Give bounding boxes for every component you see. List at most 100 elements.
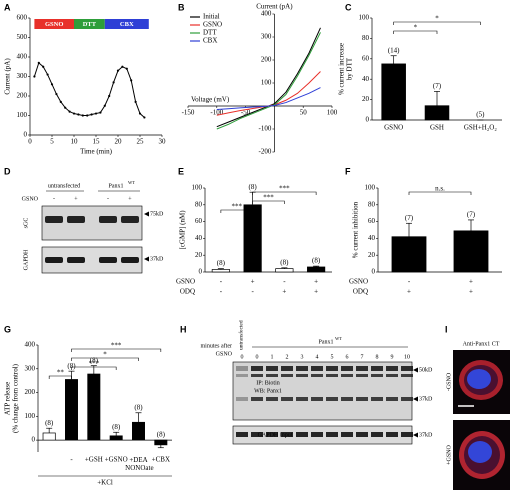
y-axis-label: Current (pA) (256, 3, 293, 11)
n-label: (8) (67, 362, 76, 370)
significance-label: * (103, 351, 107, 359)
band (281, 374, 293, 377)
series-line (216, 32, 321, 130)
significance-bracket (48, 375, 72, 379)
data-point (72, 112, 76, 115)
band (266, 366, 278, 371)
n-label: (8) (157, 431, 166, 439)
band (266, 397, 278, 401)
significance-bracket (252, 191, 317, 195)
row-label: GSNO (216, 351, 233, 357)
data-point (33, 75, 36, 78)
band (341, 432, 353, 437)
band (296, 397, 308, 401)
data-point (64, 106, 67, 109)
condition-name: ODQ (180, 288, 195, 296)
y-tick-label: 0 (32, 436, 36, 444)
panel-letter: C (345, 2, 352, 12)
bar (307, 266, 326, 273)
significance-bracket (71, 357, 139, 361)
x-tick-label: 20 (115, 138, 123, 146)
bar (42, 432, 56, 441)
n-label: (8) (45, 419, 54, 427)
marker-arrow (144, 211, 149, 217)
band (311, 432, 323, 437)
data-point (55, 92, 58, 96)
band (341, 397, 353, 401)
x-tick-label: 10 (71, 138, 79, 146)
y-axis-label: % current increase (338, 43, 346, 95)
data-point (81, 114, 84, 117)
bar (65, 379, 78, 441)
y-tick-label: 400 (261, 10, 272, 18)
significance-bracket (71, 366, 117, 370)
y-axis-label: Current (pA) (4, 58, 12, 95)
band (371, 432, 383, 437)
y-tick-label: 400 (17, 53, 28, 61)
band (326, 397, 338, 401)
group-label: Panx1 (109, 183, 124, 189)
lane-label: 6 (346, 354, 349, 360)
legend-label: Initial (203, 13, 220, 21)
data-point (143, 116, 146, 119)
y-tick-label: -200 (259, 148, 272, 156)
lane-label: 3 (301, 354, 304, 360)
x-tick-label: 25 (137, 138, 145, 146)
band (251, 432, 263, 437)
error-bar (135, 412, 142, 423)
lane-label: 10 (404, 354, 410, 360)
group-label: untransfected (48, 182, 80, 189)
x-tick-label: +GSH (85, 456, 103, 464)
series-line (33, 61, 145, 118)
error-bar (390, 55, 397, 64)
significance-bracket (220, 209, 253, 213)
bar (154, 439, 168, 446)
lane-label: 2 (286, 354, 289, 360)
nucleus (467, 369, 491, 389)
lane-label: - (53, 196, 55, 202)
panel-letter: E (178, 166, 184, 176)
y-tick-label: 100 (365, 184, 376, 192)
row-label: GAPDH (23, 249, 29, 270)
y-tick-label: 400 (25, 341, 36, 349)
n-label: (8) (249, 183, 258, 191)
condition-value: - (408, 278, 411, 286)
nucleus (468, 441, 492, 463)
y-tick-label: 200 (25, 388, 36, 396)
band (356, 397, 368, 401)
error-bar (113, 431, 120, 436)
y-tick-label: 0 (24, 131, 28, 139)
condition-value: - (283, 278, 286, 286)
band (296, 432, 308, 437)
y-tick-label: 300 (17, 72, 28, 80)
marker-arrow (413, 432, 418, 438)
n-label: (7) (467, 211, 476, 219)
x-tick-label: GSH (430, 124, 444, 132)
panel-h: H minutes after GSNO untransfected Panx1… (180, 320, 433, 445)
control-label: untransfected (237, 320, 244, 350)
n-label: (8) (280, 258, 289, 266)
error-bar (46, 427, 53, 433)
condition-value: + (469, 288, 473, 296)
blot-label: IP: Biotin (256, 380, 280, 386)
period-bar (74, 19, 105, 29)
panel-letter: D (4, 166, 11, 176)
condition-name: GSNO (176, 278, 195, 286)
panel-letter: B (178, 2, 185, 12)
bar (211, 269, 230, 273)
y-tick-label: 500 (17, 33, 28, 41)
blot (232, 361, 413, 421)
n-label: (7) (405, 214, 414, 222)
band (236, 397, 248, 401)
significance-bracket (408, 191, 472, 195)
lane-label: 9 (391, 354, 394, 360)
band (401, 432, 413, 437)
condition-value: + (314, 288, 318, 296)
lane-label: 0 (241, 354, 244, 360)
band (356, 432, 368, 437)
x-tick-label: 0 (28, 138, 32, 146)
blot-label: WB: Panx1 (254, 388, 282, 394)
error-bar (217, 268, 224, 270)
n-label: (8) (134, 403, 143, 411)
